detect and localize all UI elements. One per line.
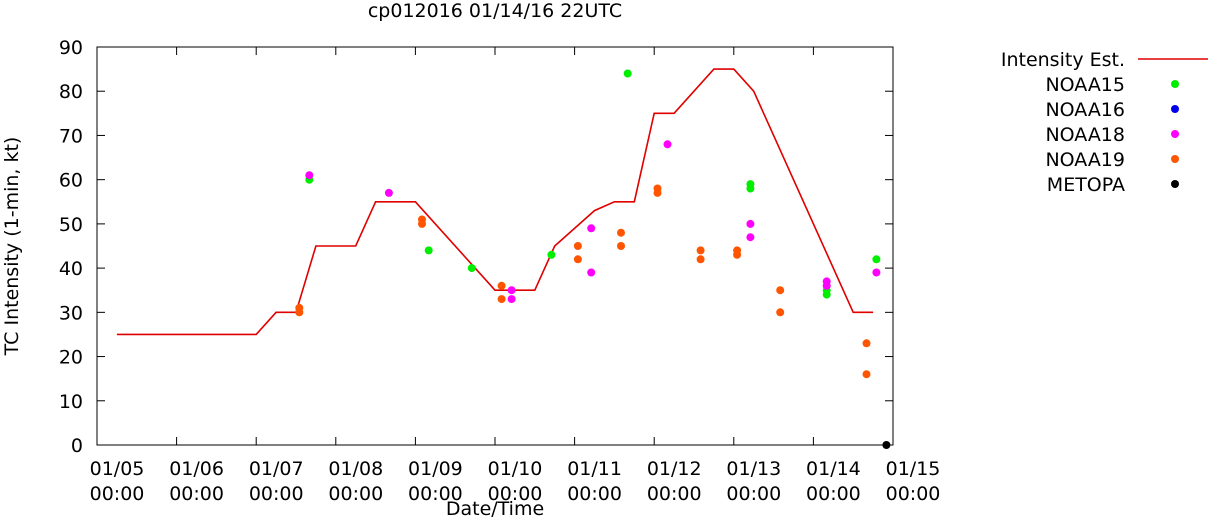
- data-point-noaa19: [573, 255, 582, 264]
- legend-swatch-noaa16: [1171, 105, 1179, 113]
- y-tick-label: 10: [59, 391, 83, 413]
- data-point-noaa19: [776, 286, 785, 295]
- data-point-noaa19: [696, 246, 705, 255]
- legend-swatch-noaa15: [1171, 80, 1179, 88]
- x-tick-label-time: 00:00: [806, 483, 861, 505]
- x-tick-label-time: 00:00: [886, 483, 941, 505]
- data-point-noaa18: [663, 140, 672, 149]
- x-tick-label-date: 01/09: [408, 458, 463, 480]
- x-tick-label-date: 01/05: [90, 458, 145, 480]
- y-tick-label: 20: [59, 347, 83, 369]
- y-tick-label: 70: [59, 125, 83, 147]
- x-tick-label-date: 01/13: [726, 458, 781, 480]
- x-tick-label-date: 01/06: [169, 458, 224, 480]
- x-tick-label-time: 00:00: [169, 483, 224, 505]
- data-point-noaa15: [467, 264, 476, 273]
- x-tick-label-time: 00:00: [249, 483, 304, 505]
- legend-swatch-metopa: [1171, 180, 1179, 188]
- data-point-noaa15: [746, 180, 755, 189]
- x-tick-label-time: 00:00: [567, 483, 622, 505]
- data-point-noaa18: [305, 171, 314, 180]
- data-point-noaa19: [418, 219, 426, 228]
- data-point-noaa15: [424, 246, 433, 255]
- data-point-noaa18: [587, 268, 596, 277]
- legend-label-noaa19: NOAA19: [1045, 149, 1125, 171]
- data-point-noaa19: [497, 295, 506, 304]
- data-point-noaa18: [507, 286, 516, 295]
- data-point-noaa19: [573, 242, 582, 250]
- x-tick-label-date: 01/10: [488, 458, 543, 480]
- y-tick-label: 50: [59, 214, 83, 236]
- x-tick-label-date: 01/08: [328, 458, 383, 480]
- legend-label-intensity-est: Intensity Est.: [1001, 49, 1125, 71]
- y-axis-label: TC Intensity (1-min, kt): [1, 137, 23, 357]
- legend-label-noaa18: NOAA18: [1045, 124, 1125, 146]
- data-point-noaa15: [623, 69, 632, 78]
- data-point-noaa19: [653, 188, 662, 197]
- chart-title: cp012016 01/14/16 22UTC: [368, 0, 622, 22]
- data-point-noaa15: [872, 255, 881, 264]
- y-tick-label: 60: [59, 170, 83, 192]
- x-tick-label-time: 00:00: [90, 483, 145, 505]
- x-tick-label-date: 01/15: [886, 458, 941, 480]
- axes: 0 10 20 30 40 50 60 70 80 90 01/05 00:00 01/06 00:00 0…: [59, 37, 941, 505]
- x-tick-label-date: 01/11: [567, 458, 622, 480]
- x-tick-label-time: 00:00: [328, 483, 383, 505]
- series-layer: [116, 68, 891, 449]
- y-tick-label: 0: [71, 435, 83, 457]
- plot-frame: [96, 46, 894, 446]
- y-tick-label: 80: [59, 81, 83, 103]
- data-point-noaa18: [587, 224, 596, 233]
- data-point-noaa18: [872, 268, 881, 277]
- legend-label-metopa: METOPA: [1047, 174, 1125, 196]
- legend-label-noaa16: NOAA16: [1045, 99, 1125, 121]
- x-tick-label-date: 01/14: [806, 458, 861, 480]
- x-tick-label-date: 01/12: [647, 458, 702, 480]
- legend-swatch-noaa18: [1171, 130, 1179, 138]
- data-point-noaa19: [617, 242, 625, 250]
- y-tick-label: 30: [59, 302, 83, 324]
- data-point-noaa18: [746, 233, 755, 242]
- data-point-noaa19: [497, 281, 506, 290]
- x-axis-label: Date/Time: [446, 498, 544, 517]
- x-tick-label-time: 00:00: [408, 483, 463, 505]
- data-point-noaa18: [384, 188, 393, 197]
- legend-swatch-noaa19: [1171, 155, 1179, 163]
- y-tick-label: 90: [59, 37, 83, 59]
- legend: Intensity Est. NOAA15 NOAA16 NOAA18 NOAA19 ME…: [1001, 49, 1208, 196]
- data-point-noaa18: [746, 219, 755, 228]
- data-point-noaa19: [295, 308, 304, 317]
- legend-label-noaa15: NOAA15: [1045, 74, 1125, 96]
- x-tick-label-time: 00:00: [488, 483, 543, 505]
- data-point-noaa19: [617, 228, 625, 237]
- x-tick-label-time: 00:00: [647, 483, 702, 505]
- data-point-noaa19: [776, 308, 785, 317]
- data-point-noaa18: [822, 281, 831, 290]
- data-point-noaa18: [507, 295, 516, 304]
- data-point-noaa19: [862, 339, 871, 348]
- x-tick-label-time: 00:00: [726, 483, 781, 505]
- x-tick-label-date: 01/07: [249, 458, 304, 480]
- data-point-noaa19: [696, 255, 705, 264]
- data-point-metopa: [882, 441, 891, 449]
- data-point-noaa15: [547, 250, 556, 259]
- series-line-intensity-est: [116, 68, 874, 336]
- y-tick-label: 40: [59, 258, 83, 280]
- data-point-noaa19: [733, 250, 742, 259]
- data-point-noaa19: [862, 370, 871, 379]
